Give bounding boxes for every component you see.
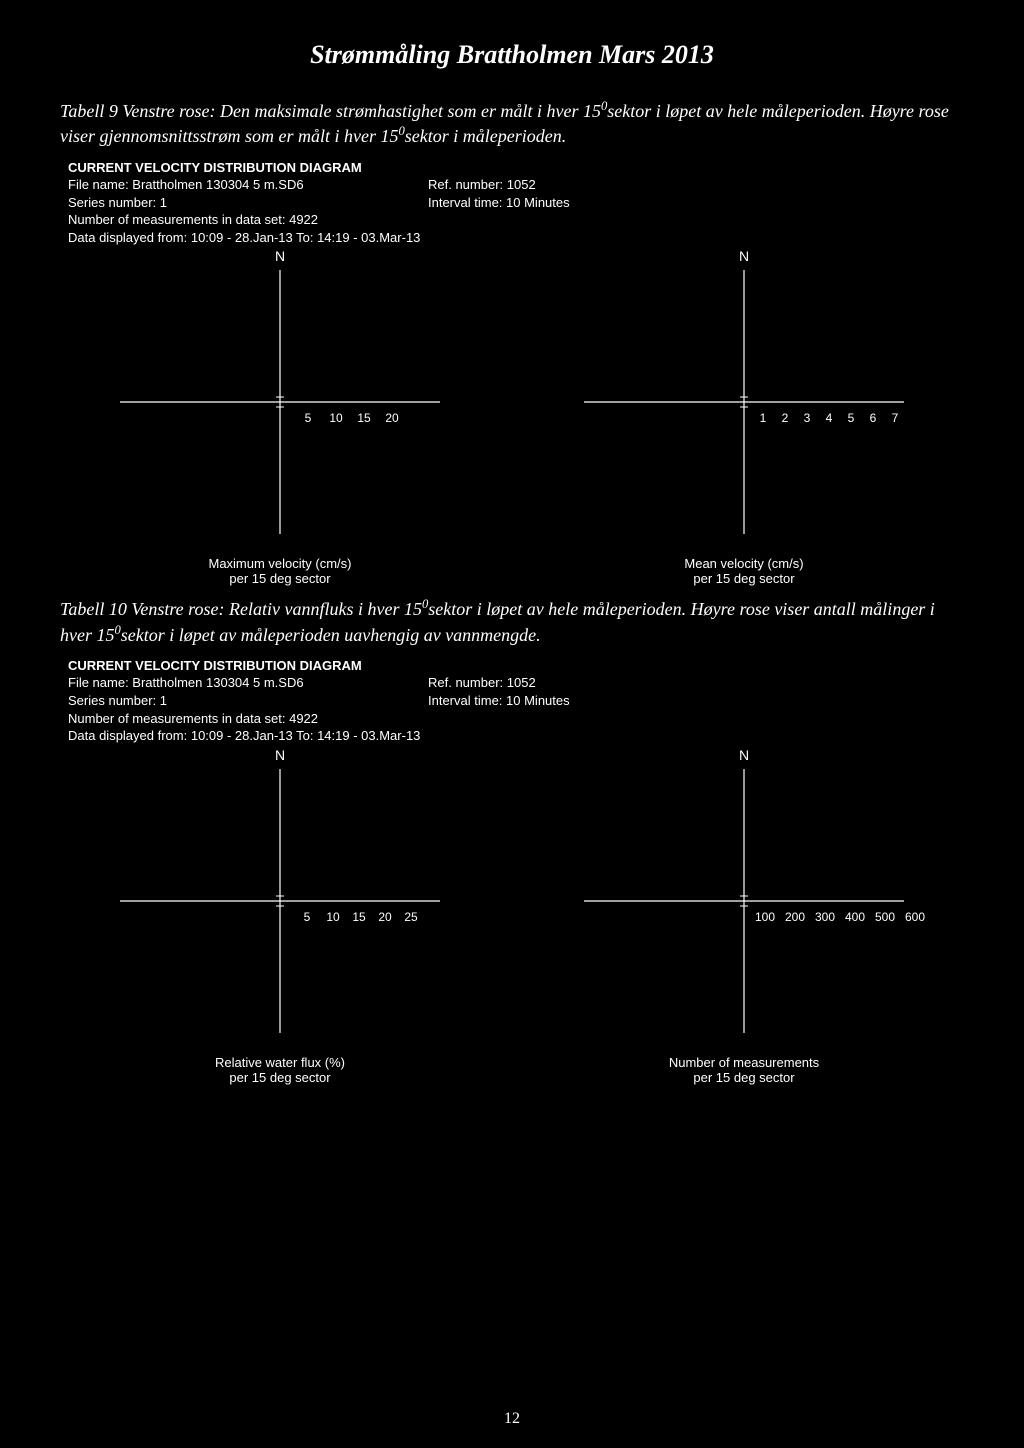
axis-ticks: 100200300400500600 [750,910,930,924]
tick-label: 20 [378,411,406,425]
meta-file: File name: Brattholmen 130304 5 m.SD6 [68,176,428,194]
tick-label: 300 [810,910,840,924]
tick-label: 7 [884,411,906,425]
rose-water-flux: N 510152025 Relative water flux (%) per … [60,751,500,1085]
tick-label: 5 [294,910,320,924]
meta-interval: Interval time: 10 Minutes [428,692,570,710]
rose-caption-line: Mean velocity (cm/s) [524,556,964,571]
north-label: N [739,248,749,264]
rose-caption-line: per 15 deg sector [60,571,500,586]
rose-pair-1: N 5101520 Maximum velocity (cm/s) per 15… [60,252,964,586]
tick-label: 100 [750,910,780,924]
axis-ticks: 510152025 [294,910,424,924]
tick-label: 5 [294,411,322,425]
meta-block-2: CURRENT VELOCITY DISTRIBUTION DIAGRAM Fi… [68,657,964,745]
rose-num-measurements: N 100200300400500600 Number of measureme… [524,751,964,1085]
tick-label: 5 [840,411,862,425]
rose-caption-line: per 15 deg sector [524,571,964,586]
rose-axes-svg [100,252,460,552]
tick-label: 1 [752,411,774,425]
caption-text: Tabell 9 Venstre rose: Den maksimale str… [60,101,601,121]
tick-label: 15 [346,910,372,924]
rose-max-velocity: N 5101520 Maximum velocity (cm/s) per 15… [60,252,500,586]
meta-interval: Interval time: 10 Minutes [428,194,570,212]
meta-nmeas: Number of measurements in data set: 4922 [68,211,964,229]
rose-caption: Relative water flux (%) per 15 deg secto… [60,1055,500,1085]
rose-caption: Maximum velocity (cm/s) per 15 deg secto… [60,556,500,586]
meta-ref: Ref. number: 1052 [428,176,536,194]
rose-caption-line: Maximum velocity (cm/s) [60,556,500,571]
tick-label: 20 [372,910,398,924]
tick-label: 10 [322,411,350,425]
page-number: 12 [504,1410,520,1428]
rose-mean-velocity: N 1234567 Mean velocity (cm/s) per 15 de… [524,252,964,586]
page-title: Strømmåling Brattholmen Mars 2013 [60,40,964,70]
caption-tabell-9: Tabell 9 Venstre rose: Den maksimale str… [60,98,964,149]
rose-axes-svg [564,751,924,1051]
caption-text: sektor i løpet av måleperioden uavhengig… [121,625,541,645]
meta-period: Data displayed from: 10:09 - 28.Jan-13 T… [68,229,964,247]
tick-label: 400 [840,910,870,924]
rose-caption-line: per 15 deg sector [60,1070,500,1085]
axis-ticks: 5101520 [294,411,406,425]
rose-caption-line: Number of measurements [524,1055,964,1070]
meta-nmeas: Number of measurements in data set: 4922 [68,710,964,728]
rose-caption-line: per 15 deg sector [524,1070,964,1085]
meta-title: CURRENT VELOCITY DISTRIBUTION DIAGRAM [68,159,964,177]
tick-label: 500 [870,910,900,924]
tick-label: 2 [774,411,796,425]
meta-title: CURRENT VELOCITY DISTRIBUTION DIAGRAM [68,657,964,675]
tick-label: 25 [398,910,424,924]
tick-label: 6 [862,411,884,425]
tick-label: 3 [796,411,818,425]
rose-axes-svg [564,252,924,552]
tick-label: 10 [320,910,346,924]
north-label: N [275,747,285,763]
caption-tabell-10: Tabell 10 Venstre rose: Relativ vannfluk… [60,596,964,647]
meta-series: Series number: 1 [68,194,428,212]
meta-block-1: CURRENT VELOCITY DISTRIBUTION DIAGRAM Fi… [68,159,964,247]
north-label: N [739,747,749,763]
caption-text: Tabell 10 Venstre rose: Relativ vannfluk… [60,599,422,619]
rose-caption: Number of measurements per 15 deg sector [524,1055,964,1085]
rose-caption-line: Relative water flux (%) [60,1055,500,1070]
tick-label: 4 [818,411,840,425]
meta-ref: Ref. number: 1052 [428,674,536,692]
axis-ticks: 1234567 [752,411,906,425]
meta-file: File name: Brattholmen 130304 5 m.SD6 [68,674,428,692]
rose-axes-svg [100,751,460,1051]
rose-pair-2: N 510152025 Relative water flux (%) per … [60,751,964,1085]
north-label: N [275,248,285,264]
caption-text: sektor i måleperioden. [405,126,566,146]
tick-label: 600 [900,910,930,924]
rose-caption: Mean velocity (cm/s) per 15 deg sector [524,556,964,586]
meta-series: Series number: 1 [68,692,428,710]
tick-label: 15 [350,411,378,425]
meta-period: Data displayed from: 10:09 - 28.Jan-13 T… [68,727,964,745]
tick-label: 200 [780,910,810,924]
